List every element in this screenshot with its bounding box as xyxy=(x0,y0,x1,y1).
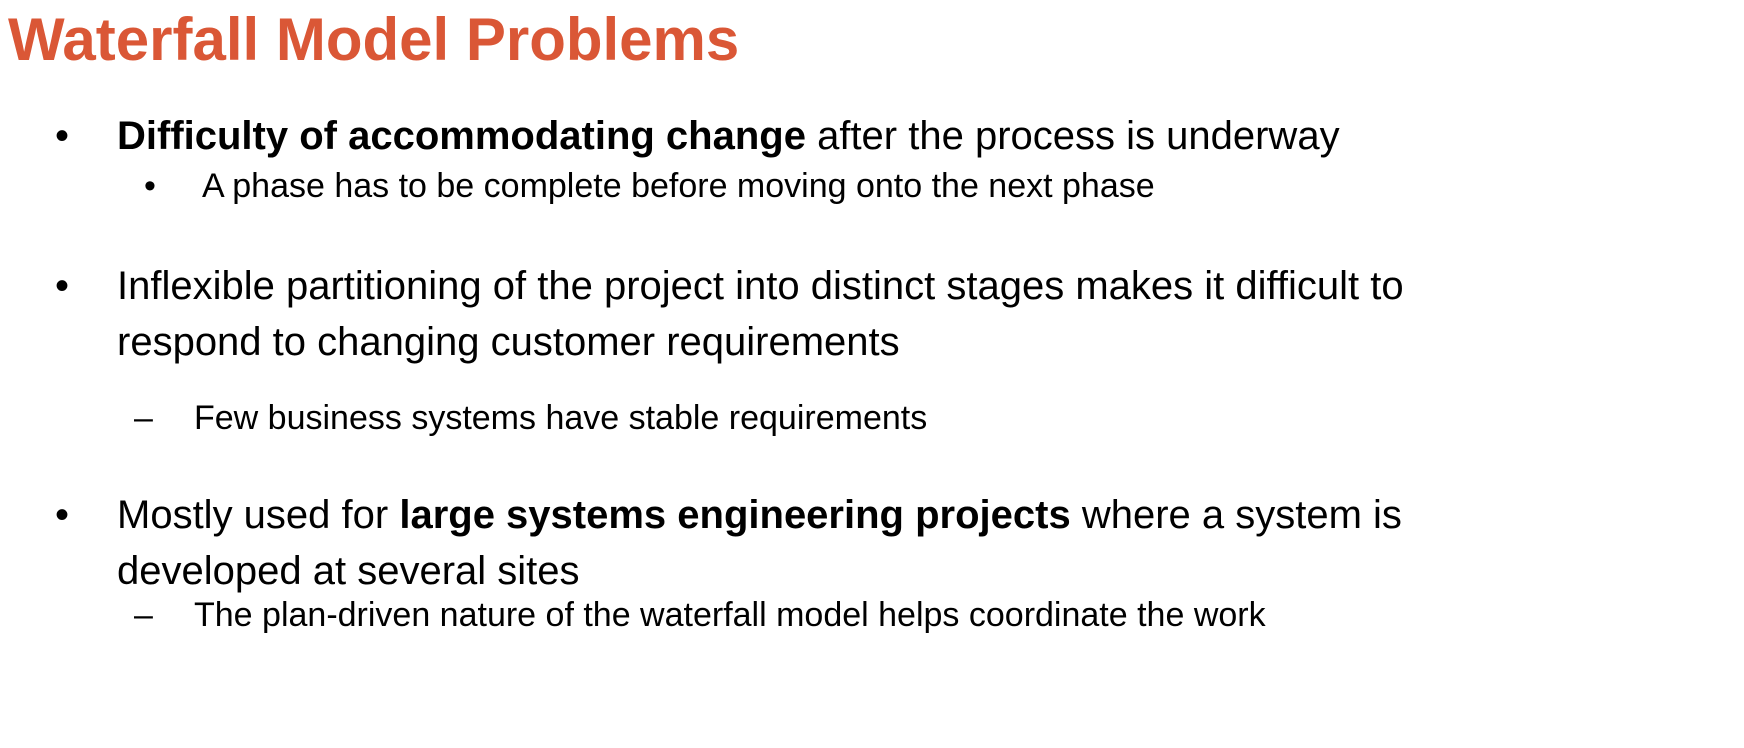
sub-bullet-dash: – xyxy=(134,596,153,634)
sub-bullet-text: A phase has to be complete before moving… xyxy=(202,167,1155,205)
sub-bullet-dash: – xyxy=(134,399,153,437)
sub-bullet-marker: • xyxy=(144,167,156,205)
bullet-text-line2: developed at several sites xyxy=(117,549,580,593)
slide-title: Waterfall Model Problems xyxy=(8,6,740,73)
bullet-accommodating-change: • Difficulty of accommodating change aft… xyxy=(55,108,1340,164)
bullet-marker: • xyxy=(55,114,70,158)
bullet-bold-text: large systems engineering projects xyxy=(399,493,1071,537)
bullet-inflexible-partitioning: • Inflexible partitioning of the project… xyxy=(55,258,1404,370)
sub-bullet-stable-requirements: – Few business systems have stable requi… xyxy=(134,396,928,440)
bullet-text-line1: Inflexible partitioning of the project i… xyxy=(117,264,1404,308)
bullet-text-pre: Mostly used for xyxy=(117,493,400,537)
sub-bullet-phase-complete: • A phase has to be complete before movi… xyxy=(144,164,1155,208)
bullet-text: after the process is underway xyxy=(805,114,1340,158)
sub-bullet-text: Few business systems have stable require… xyxy=(194,399,928,437)
bullet-text-post: where a system is xyxy=(1070,493,1402,537)
sub-bullet-text: The plan-driven nature of the waterfall … xyxy=(194,596,1266,634)
bullet-text-line2: respond to changing customer requirement… xyxy=(117,320,900,364)
bullet-large-systems: • Mostly used for large systems engineer… xyxy=(55,487,1402,599)
bullet-marker: • xyxy=(55,264,70,308)
sub-bullet-plan-driven: – The plan-driven nature of the waterfal… xyxy=(134,593,1266,637)
bullet-bold-text: Difficulty of accommodating change xyxy=(117,114,806,158)
bullet-marker: • xyxy=(55,493,70,537)
